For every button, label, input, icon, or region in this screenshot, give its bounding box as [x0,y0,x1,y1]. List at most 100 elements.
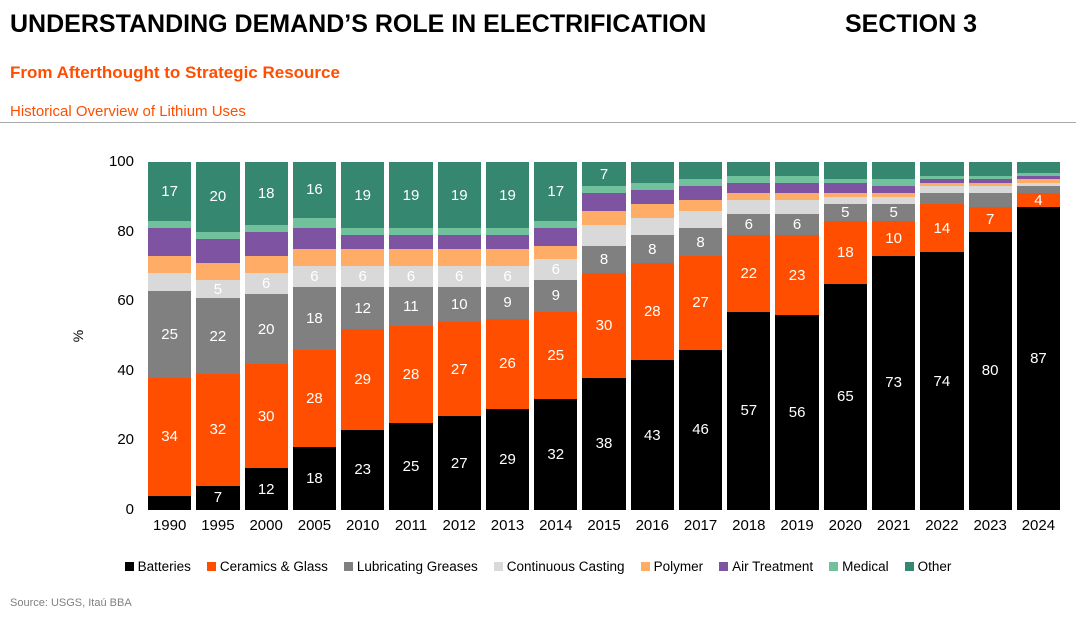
legend-label: Continuous Casting [506,559,625,574]
bar-2020: 65 18 5 [823,162,867,510]
segment-continuous-casting-2013: 6 [485,266,530,288]
segment-lubricating-greases-2011: 11 [389,287,433,326]
y-tick-20: 20 [117,431,134,449]
bar-2005: 18 28 18 6 16 [292,162,337,510]
data-label: 25 [402,458,420,475]
segment-air-treatment-2014 [534,228,578,246]
page-title: UNDERSTANDING DEMAND’S ROLE IN ELECTRIFI… [10,10,707,38]
segment-air-treatment-1990 [148,228,192,256]
segment-lubricating-greases-2015: 8 [582,245,626,274]
segment-ceramics-glass-2011: 28 [389,325,433,423]
segment-ceramics-glass-2021: 10 [871,221,916,256]
segment-ceramics-glass-2022: 14 [920,203,964,253]
x-tick-1995: 1995 [201,517,235,534]
legend-swatch-polymer [640,562,650,571]
segment-other-2014: 17 [534,162,578,222]
segment-medical-2013 [485,228,530,236]
data-label: 46 [692,421,709,439]
data-label: 17 [547,183,565,201]
segment-polymer-2010 [341,249,385,267]
section-label: SECTION 3 [845,10,977,38]
bar-2013: 29 26 9 6 19 [485,162,530,510]
segment-other-1995: 20 [196,162,240,232]
x-tick-2024: 2024 [1021,517,1056,534]
legend-label: Air Treatment [732,559,814,574]
bar-2000: 12 30 20 6 18 [244,162,288,510]
y-axis: 0 20 40 60 80 100 [60,153,134,518]
segment-lubricating-greases-2000: 20 [244,294,288,364]
x-tick-1990: 1990 [152,517,187,534]
segment-batteries-2022: 74 [920,252,964,510]
segment-air-treatment-2011 [389,235,433,250]
segment-other-2010: 19 [341,162,385,229]
stacked-bar-plot-area: 34 25 17 7 32 22 5 20 12 30 20 6 18 18 28 18 6 16 23 29 12 6 1… [148,162,1061,510]
segment-batteries-2015: 38 [582,377,626,510]
segment-polymer-2019 [775,193,819,201]
segment-lubricating-greases-2024 [1016,186,1061,194]
segment-batteries-2005: 18 [292,447,337,510]
segment-continuous-casting-1995: 5 [196,280,240,298]
legend-item-other: Other [904,559,951,574]
segment-other-2017 [678,162,723,180]
data-label: 6 [792,216,802,234]
data-label: 7 [213,489,223,507]
data-label: 19 [499,186,516,204]
segment-ceramics-glass-2020: 18 [823,221,867,284]
bar-2017: 46 27 8 [678,162,723,510]
segment-other-2018 [727,162,771,176]
data-label: 4 [1034,191,1043,209]
segment-other-2005: 16 [292,162,337,218]
data-label: 65 [837,388,854,406]
segment-medical-2010 [341,228,385,236]
data-label: 34 [161,428,178,446]
x-tick-2014: 2014 [539,517,573,534]
data-label: 23 [354,461,372,479]
segment-continuous-casting-2018 [727,200,771,215]
segment-medical-2021 [871,179,916,187]
bar-2023: 80 7 [968,162,1012,510]
segment-continuous-casting-1990 [148,273,192,291]
segment-air-treatment-2000 [244,231,288,256]
segment-air-treatment-2013 [485,235,530,250]
segment-medical-2016 [630,182,674,190]
segment-polymer-2013 [485,249,530,267]
segment-batteries-2023: 80 [968,231,1012,510]
segment-ceramics-glass-2000: 30 [244,363,288,469]
bar-2018: 57 22 6 [727,162,771,510]
segment-continuous-casting-2012: 6 [437,266,481,288]
data-label: 8 [599,250,609,268]
bar-2011: 25 28 11 6 19 [389,162,433,510]
segment-air-treatment-2023 [968,179,1012,183]
segment-polymer-2021 [871,193,916,197]
segment-polymer-2023 [968,182,1012,187]
segment-batteries-1990 [148,496,192,510]
data-label: 29 [499,451,516,469]
data-label: 27 [450,454,468,472]
segment-other-2023 [968,162,1012,176]
data-label: 19 [450,186,468,204]
segment-lubricating-greases-2019: 6 [775,214,819,236]
legend-swatch-ceramics-glass [206,562,216,571]
segment-batteries-2021: 73 [871,255,916,510]
segment-continuous-casting-2024 [1016,182,1061,187]
y-tick-60: 60 [117,292,134,310]
segment-polymer-2018 [727,193,771,201]
x-tick-2013: 2013 [490,517,525,534]
segment-other-2012: 19 [437,162,481,229]
y-tick-40: 40 [117,361,134,379]
legend-item-continuous-casting: Continuous Casting [493,559,625,574]
segment-medical-2005 [292,217,337,229]
legend-label: Medical [842,559,889,574]
segment-ceramics-glass-1995: 32 [196,374,240,486]
segment-other-2024 [1016,162,1061,173]
x-tick-2019: 2019 [780,517,814,534]
segment-batteries-2012: 27 [437,416,481,510]
data-label: 18 [837,244,854,261]
segment-ceramics-glass-2023: 7 [968,207,1012,232]
data-label: 10 [885,230,902,248]
segment-ceramics-glass-1990: 34 [148,377,192,497]
chart-heading: Historical Overview of Lithium Uses [10,103,246,120]
x-tick-2000: 2000 [249,517,283,534]
data-label: 20 [209,188,227,206]
segment-batteries-2020: 65 [823,283,867,510]
